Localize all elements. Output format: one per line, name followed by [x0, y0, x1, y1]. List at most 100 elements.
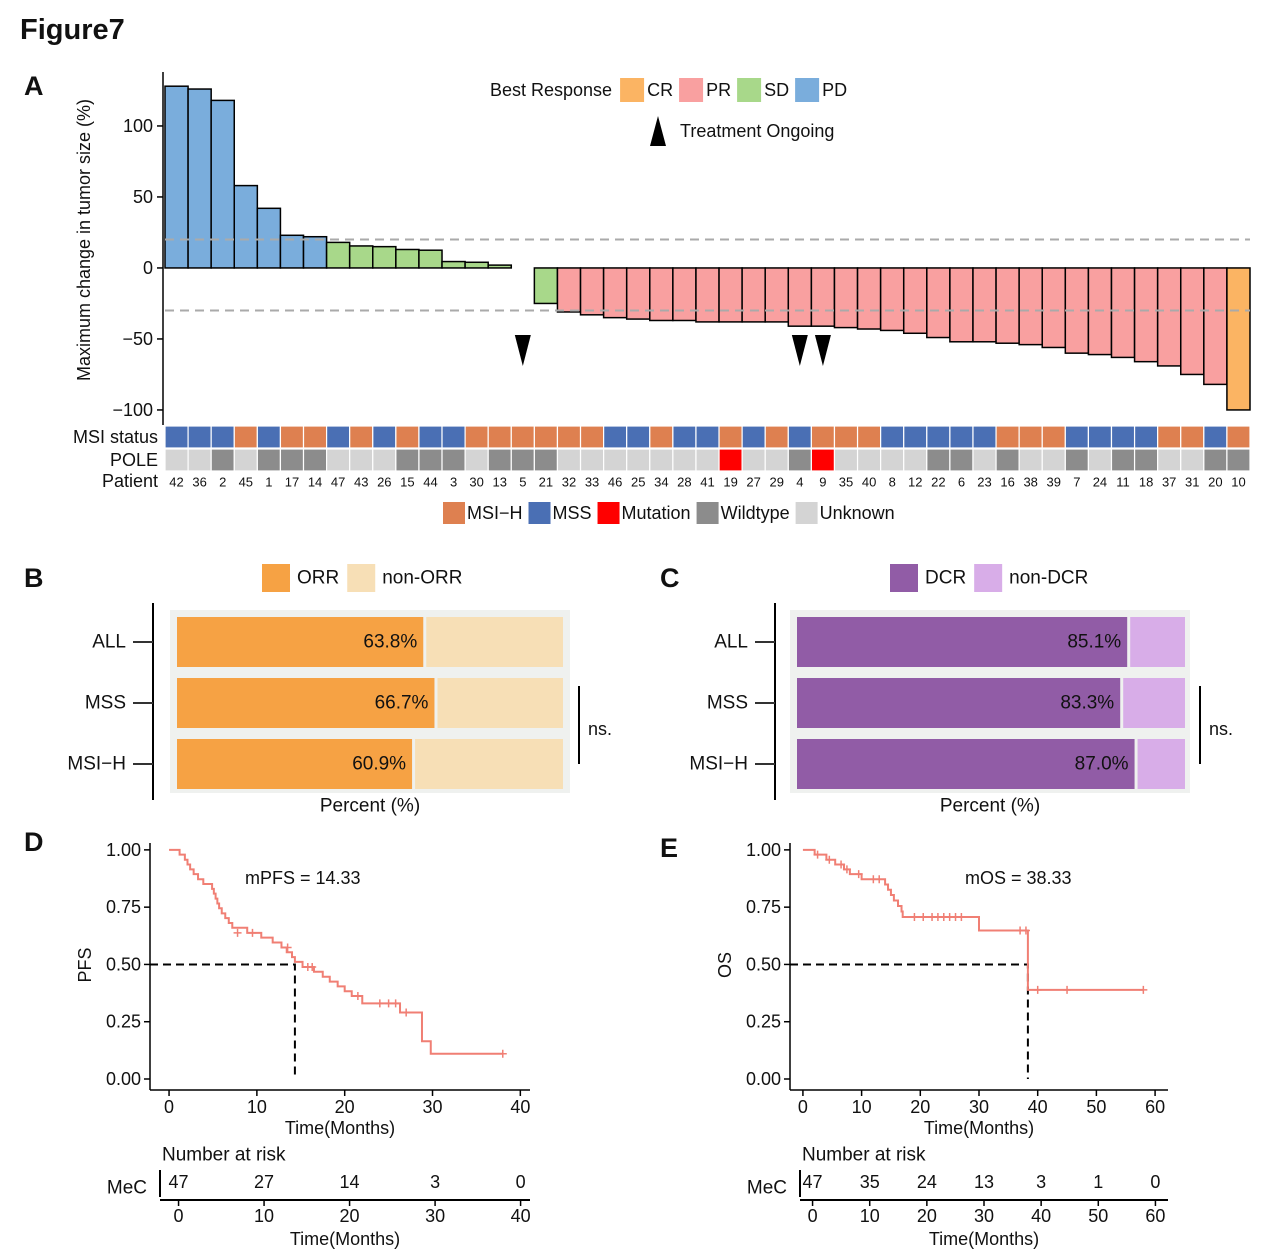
y-tick-label: ALL [714, 632, 748, 653]
censor-mark [353, 992, 362, 1001]
x-tick-label: 50 [1086, 1097, 1106, 1117]
patient-label: 22 [931, 475, 945, 490]
track-cell [603, 448, 628, 472]
x-tick-label: 60 [1145, 1097, 1165, 1117]
data-label: 60.9% [352, 754, 406, 775]
ongoing-marker [791, 335, 808, 366]
bar [233, 184, 259, 269]
x-tick-label: 10 [852, 1097, 872, 1117]
patient-label: 19 [723, 475, 737, 490]
x-tick-label: 20 [335, 1097, 355, 1117]
bar-segment [426, 617, 563, 667]
legend-swatch [528, 502, 551, 524]
track-cell [626, 425, 651, 449]
bar [1156, 267, 1182, 367]
track-cell [764, 425, 789, 449]
track-cell [603, 425, 628, 449]
censor-mark [308, 962, 317, 971]
track-cell [810, 425, 836, 449]
track-cell [1133, 425, 1159, 449]
track-cell [579, 448, 605, 472]
track-cell [718, 448, 743, 472]
risk-value: 13 [974, 1172, 994, 1192]
censor-mark [825, 855, 834, 864]
track-cell [372, 425, 397, 449]
legend-label: DCR [925, 568, 966, 589]
track-cell [210, 425, 235, 449]
track-cell [903, 425, 928, 449]
patient-label: 37 [1162, 475, 1176, 490]
risk-title: Number at risk [162, 1145, 286, 1166]
track-cell [556, 448, 582, 472]
censor-mark [1021, 926, 1030, 935]
bar [1133, 267, 1159, 363]
bar [1110, 267, 1136, 359]
x-tick-label: 50 [1088, 1206, 1108, 1226]
legend-label: MSS [553, 503, 592, 523]
censor-mark [233, 928, 242, 937]
patient-label: 4 [796, 475, 803, 490]
bar-segment [177, 678, 435, 728]
risk-title: Number at risk [802, 1145, 926, 1166]
legend-swatch [262, 564, 290, 592]
track-cell [1110, 425, 1136, 449]
patient-label: 16 [1000, 475, 1014, 490]
censor-mark [402, 1008, 411, 1017]
track-cell [302, 448, 328, 472]
significance-label: ns. [588, 719, 612, 739]
bar-segment [177, 739, 413, 789]
track-cell [325, 448, 351, 472]
bar [672, 267, 697, 322]
track-cell [1157, 425, 1182, 449]
patient-label: 9 [819, 475, 826, 490]
censor-mark [919, 913, 928, 922]
x-tick-label: 40 [1031, 1206, 1051, 1226]
bar-segment [437, 678, 563, 728]
track-cell [1064, 425, 1090, 449]
bar [810, 267, 836, 327]
track-cell [833, 425, 859, 449]
track-cell [1203, 425, 1228, 449]
risk-value: 3 [430, 1172, 440, 1192]
track-cell [787, 425, 812, 449]
legend-label: PR [706, 80, 731, 100]
patient-label: 14 [308, 475, 322, 490]
patient-label: 26 [377, 475, 391, 490]
y-tick-label: 0.00 [106, 1069, 141, 1089]
track-cell [187, 448, 212, 472]
track-cell [810, 448, 836, 472]
patient-label: 21 [539, 475, 553, 490]
patient-label: 10 [1231, 475, 1245, 490]
y-tick-label: 50 [133, 187, 153, 207]
figure-title: Figure7 [20, 14, 125, 46]
track-cell [533, 448, 559, 472]
track-cell [903, 448, 928, 472]
x-axis-label: Time(Months) [924, 1118, 1034, 1138]
patient-label: 38 [1023, 475, 1037, 490]
patient-label: 7 [1073, 475, 1080, 490]
legend-label: PD [822, 80, 847, 100]
track-cell [995, 425, 1020, 449]
patient-label: 23 [977, 475, 991, 490]
bar [833, 267, 859, 329]
y-axis-label: Maximum change in tumor size (%) [74, 99, 94, 381]
track-cell [279, 448, 305, 472]
risk-value: 3 [1036, 1172, 1046, 1192]
track-cell [395, 425, 420, 449]
x-axis-label: Time(Months) [285, 1118, 395, 1138]
bar-segment [177, 617, 424, 667]
patient-label: 1 [265, 475, 272, 490]
patient-label: 32 [562, 475, 576, 490]
bar [879, 267, 905, 332]
track-cell [649, 425, 674, 449]
data-label: 66.7% [375, 693, 429, 714]
bar [210, 99, 236, 269]
patient-label: 39 [1047, 475, 1061, 490]
censor-mark [837, 860, 846, 869]
y-axis-label: PFS [75, 947, 95, 982]
x-tick-label: 0 [174, 1206, 184, 1226]
patient-label: 31 [1185, 475, 1199, 490]
x-tick-label: 0 [808, 1206, 818, 1226]
patient-label: 13 [492, 475, 506, 490]
annotation: mPFS = 14.33 [245, 868, 361, 888]
